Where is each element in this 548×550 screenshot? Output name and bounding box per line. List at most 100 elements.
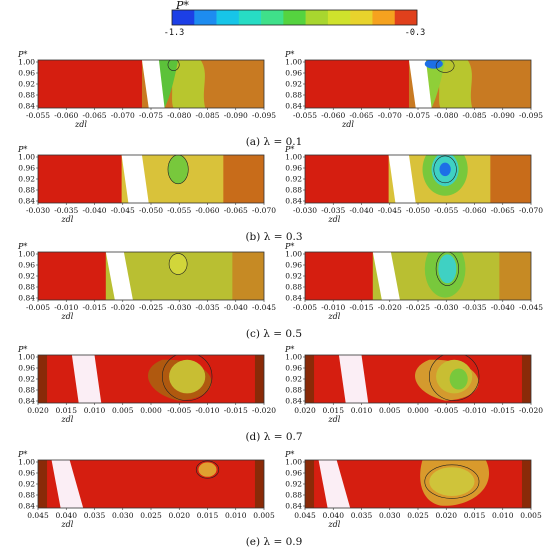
x-tick-label: -0.040 [349, 206, 373, 215]
y-axis-label: P* [284, 145, 294, 154]
colorbar-swatch [327, 10, 351, 25]
panel-caption: (e) λ = 0.9 [246, 536, 303, 548]
field-region-red [38, 252, 106, 300]
contour-line [435, 252, 459, 286]
contour-field [305, 460, 531, 508]
field-region-orange [232, 252, 264, 300]
y-tick-label: 0.88 [18, 386, 35, 395]
x-tick-label: -0.055 [167, 206, 191, 215]
panel-caption: (c) λ = 0.5 [246, 328, 302, 340]
field-region-red [305, 155, 389, 203]
x-axis-label: zdl [60, 415, 73, 424]
x-tick-label: -0.085 [195, 111, 219, 120]
x-axis-label: zdl [60, 312, 73, 321]
x-tick-label: 0.035 [84, 511, 106, 520]
colorbar-swatch [172, 10, 195, 25]
colorbar-frame [171, 9, 418, 26]
x-tick-label: -0.040 [224, 303, 248, 312]
y-tick-label: 0.92 [18, 375, 35, 384]
x-tick-label: -0.015 [349, 303, 373, 312]
contour-line [195, 460, 220, 479]
blade-wake-gap [71, 355, 102, 403]
x-tick-label: -0.015 [224, 406, 248, 415]
x-tick-label: -0.070 [378, 111, 402, 120]
field-region-darkred [254, 460, 264, 508]
x-tick-label: 0.020 [294, 406, 316, 415]
colorbar-swatch [372, 10, 396, 25]
blade-wake-gap [51, 460, 84, 508]
x-tick-label: 0.015 [464, 511, 486, 520]
x-tick-label: -0.010 [321, 303, 345, 312]
x-axis-label: zdl [327, 415, 340, 424]
x-tick-label: 0.000 [407, 406, 429, 415]
colorbar-swatch [305, 10, 329, 25]
contour-line [168, 253, 188, 275]
y-tick-label: 0.84 [285, 102, 302, 111]
blade-wake-gap [408, 60, 432, 108]
x-tick-label: -0.030 [434, 303, 458, 312]
x-tick-label: -0.030 [293, 206, 317, 215]
colorbar-swatch [350, 10, 373, 25]
blade-wake-gap [372, 252, 400, 300]
x-tick-label: -0.025 [139, 303, 163, 312]
y-tick-label: 0.84 [18, 197, 35, 206]
x-tick-label: -0.020 [111, 303, 135, 312]
y-tick-label: 0.84 [285, 397, 302, 406]
x-tick-label: -0.085 [462, 111, 486, 120]
x-tick-label: -0.065 [82, 111, 106, 120]
y-axis-label: P* [284, 50, 294, 59]
y-tick-label: 1.00 [285, 458, 302, 467]
x-tick-label: -0.055 [26, 111, 50, 120]
panel-left: P*1.00 0.96 0.92 0.88 0.84-0.005 -0.010 -0.015… [17, 242, 276, 321]
x-tick-label: -0.065 [224, 206, 248, 215]
x-tick-label: -0.065 [491, 206, 515, 215]
x-tick-label: 0.015 [197, 511, 219, 520]
colorbar: P* -1.3 -0.3 [164, 0, 425, 38]
panel-right: P*1.00 0.96 0.92 0.88 0.840.020 0.015 0.010 0.0… [284, 345, 543, 424]
y-tick-label: 0.96 [285, 164, 302, 173]
x-tick-label: 0.010 [225, 511, 247, 520]
blade-wake-gap [121, 155, 149, 203]
y-tick-label: 0.96 [18, 364, 35, 373]
y-tick-label: 1.00 [18, 250, 35, 259]
y-tick-label: 0.96 [285, 469, 302, 478]
y-tick-label: 0.96 [18, 469, 35, 478]
colorbar-max-label: -0.3 [405, 28, 425, 38]
y-tick-label: 0.88 [18, 491, 35, 500]
y-tick-label: 0.92 [285, 80, 302, 89]
x-tick-label: 0.010 [84, 406, 106, 415]
colorbar-swatch [261, 10, 284, 25]
field-region-darkred [254, 355, 264, 403]
y-tick-label: 0.88 [18, 186, 35, 195]
y-tick-label: 1.00 [18, 153, 35, 162]
field-region-red [38, 60, 142, 108]
y-tick-label: 1.00 [285, 353, 302, 362]
y-tick-label: 1.00 [18, 353, 35, 362]
x-tick-label: -0.025 [406, 303, 430, 312]
field-region-darkred [305, 355, 315, 403]
x-axis-label: zdl [327, 215, 340, 224]
contour-field [38, 60, 264, 108]
field-region-cyan [438, 254, 457, 284]
field-region-darkred [38, 460, 48, 508]
y-tick-label: 0.84 [18, 397, 35, 406]
x-tick-label: -0.040 [491, 303, 515, 312]
y-tick-label: 1.00 [18, 58, 35, 67]
colorbar-min-label: -1.3 [164, 28, 184, 38]
contour-field [305, 155, 531, 203]
x-tick-label: -0.050 [139, 206, 163, 215]
y-axis-label: P* [17, 450, 27, 459]
panel-row: P*1.000.960.920.880.84-0.055 -0.060 -0.065… [17, 50, 543, 148]
contour-field [305, 252, 531, 300]
blade-wake-gap [338, 355, 369, 403]
field-region-orange [223, 155, 264, 203]
y-tick-label: 0.92 [18, 480, 35, 489]
y-tick-label: 0.88 [285, 186, 302, 195]
colorbar-swatch [238, 10, 262, 25]
x-tick-label: 0.020 [169, 511, 191, 520]
contour-line [429, 355, 480, 401]
x-tick-label: -0.070 [111, 111, 135, 120]
panel-row: P*1.000.960.920.880.840.045 0.040 0.035 0.0… [17, 450, 542, 548]
x-tick-label: 0.010 [492, 511, 514, 520]
x-tick-label: 0.035 [351, 511, 373, 520]
